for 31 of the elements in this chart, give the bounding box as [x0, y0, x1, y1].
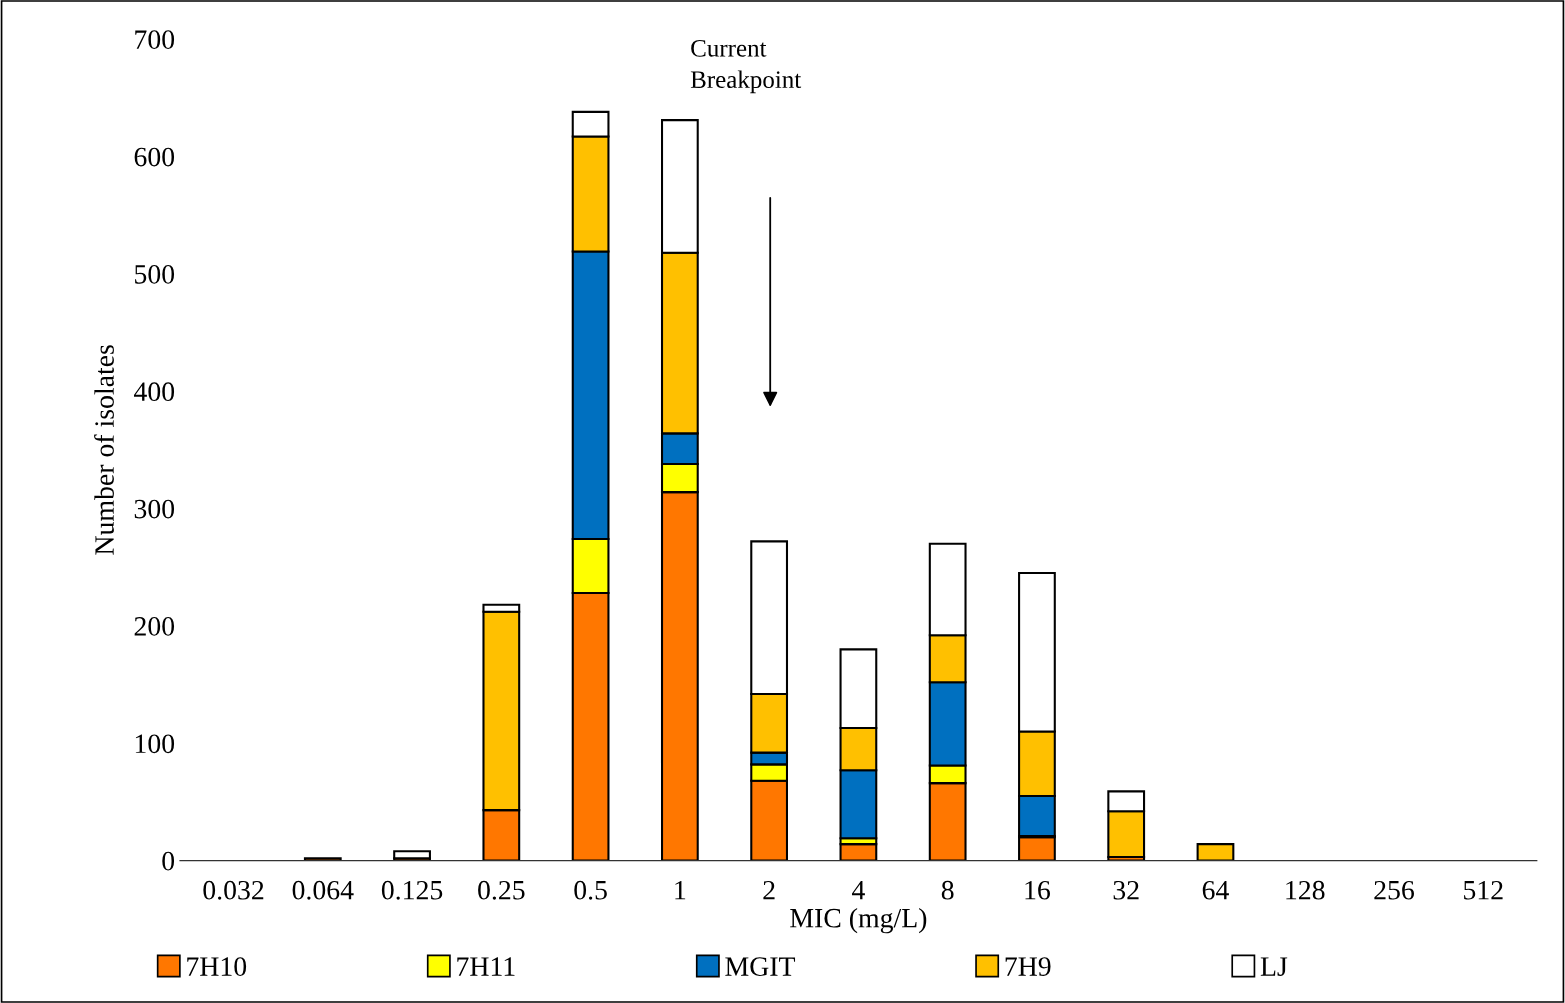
y-tick-label: 200: [134, 617, 175, 636]
legend-label: LJ: [1260, 957, 1288, 976]
legend-label: 7H10: [187, 957, 247, 976]
y-tick-label: 300: [134, 499, 175, 519]
x-tick-label: 0.125: [381, 880, 443, 900]
x-tick-label: 32: [1113, 880, 1139, 900]
x-tick-label: 0.064: [292, 880, 354, 900]
legend-label: MGIT: [725, 957, 796, 976]
x-tick-label: 1: [675, 880, 686, 900]
y-tick-label: 500: [135, 264, 175, 284]
y-tick-label: 400: [133, 382, 175, 402]
y-tick-label: 100: [135, 734, 175, 754]
legend-label: 7H11: [457, 957, 515, 976]
x-axis-title: MIC (mg/L): [790, 907, 927, 934]
x-tick-label: 64: [1202, 880, 1229, 900]
y-tick-label: 600: [134, 147, 175, 167]
x-tick-label: 4: [852, 881, 865, 900]
x-tick-label: 2: [763, 880, 775, 900]
x-tick-label: 512: [1464, 880, 1503, 900]
x-tick-label: 0.5: [574, 880, 607, 900]
x-tick-label: 16: [1025, 880, 1050, 900]
y-tick-label: 0: [162, 851, 175, 871]
annotation: Current Breakpoint: [690, 39, 802, 94]
x-tick-label: 0.25: [478, 880, 525, 900]
legend-label: 7H9: [1005, 957, 1051, 976]
x-tick-label: 8: [941, 880, 954, 900]
x-tick-label: 256: [1374, 880, 1415, 900]
y-axis-title: Number of isolates: [94, 345, 114, 555]
x-tick-label: 0.032: [203, 880, 264, 900]
x-tick-label: 128: [1286, 880, 1325, 900]
y-tick-label: 700: [135, 30, 175, 50]
